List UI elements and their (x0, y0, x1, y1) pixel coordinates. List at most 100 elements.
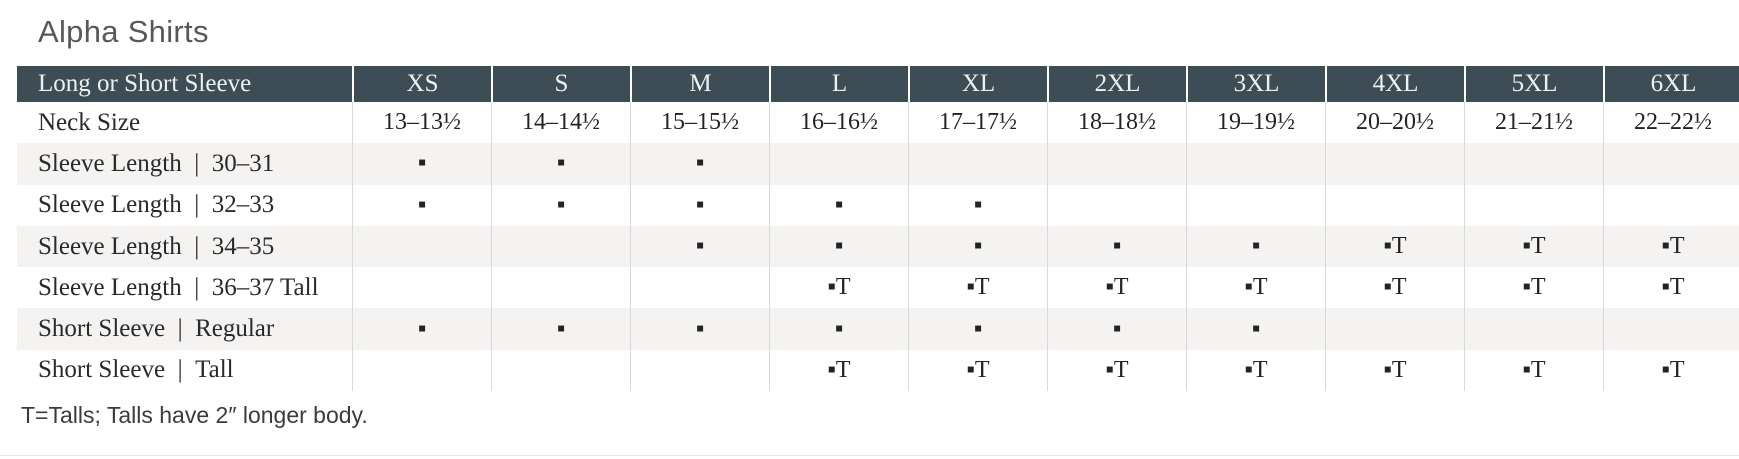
size-cell-empty (1603, 143, 1739, 185)
size-cell-marker: ▪T (908, 267, 1047, 309)
size-cell-marker: ▪ (1047, 225, 1186, 268)
size-cell-empty (1603, 184, 1739, 226)
header-cell-xl: XL (908, 66, 1047, 102)
size-cell-marker: ▪T (1186, 267, 1325, 309)
size-cell-empty (769, 143, 908, 185)
size-cell-empty (1464, 308, 1603, 350)
header-cell-m: M (630, 66, 769, 102)
header-cell-6xl: 6XL (1603, 66, 1739, 102)
size-cell-marker: 22–22½ (1603, 102, 1739, 144)
size-cell-marker: ▪ (491, 143, 630, 185)
size-cell-marker: 21–21½ (1464, 102, 1603, 144)
size-cell-empty (352, 349, 491, 392)
table-row: Sleeve Length | 34–35 ▪ ▪ ▪ ▪ ▪ ▪T ▪T ▪T (17, 225, 1739, 268)
size-cell-empty (1464, 184, 1603, 226)
size-cell-marker: ▪ (352, 143, 491, 185)
size-cell-empty (1325, 308, 1464, 350)
size-cell-marker: ▪T (1603, 349, 1739, 392)
header-cell-label: Long or Short Sleeve (38, 70, 252, 97)
size-cell-marker: ▪ (908, 308, 1047, 350)
size-cell-empty (1325, 143, 1464, 185)
size-cell-empty (1464, 143, 1603, 185)
size-cell-marker: 15–15½ (630, 102, 769, 144)
table-row: Short Sleeve | Tall ▪T ▪T ▪T ▪T ▪T ▪T ▪T (17, 349, 1739, 392)
size-cell-empty (1047, 143, 1186, 185)
table-body: Neck Size 13–13½ 14–14½ 15–15½ 16–16½ 17–17½ 1… (17, 102, 1739, 392)
size-cell-marker: ▪T (1325, 225, 1464, 268)
size-cell-marker: ▪ (630, 225, 769, 268)
size-cell-marker: ▪T (1603, 225, 1739, 268)
size-cell-marker: ▪T (1603, 267, 1739, 309)
size-cell-marker: ▪ (1186, 308, 1325, 350)
size-cell-marker: ▪ (908, 225, 1047, 268)
size-cell-marker: ▪T (1047, 349, 1186, 392)
size-cell-empty (491, 225, 630, 268)
header-cell-l: L (769, 66, 908, 102)
size-cell-marker: ▪T (908, 349, 1047, 392)
size-cell-empty (352, 267, 491, 309)
size-cell-marker: ▪T (769, 349, 908, 392)
table-row: Sleeve Length | 36–37 Tall ▪T ▪T ▪T ▪T ▪T ▪T ▪T (17, 267, 1739, 309)
table-row: Sleeve Length | 30–31 ▪ ▪ ▪ (17, 143, 1739, 185)
size-cell-empty (352, 225, 491, 268)
size-cell-marker: ▪ (1047, 308, 1186, 350)
size-cell-marker: ▪T (769, 267, 908, 309)
size-cell-marker: ▪ (769, 184, 908, 226)
size-cell-marker: 16–16½ (769, 102, 908, 144)
size-cell-marker: 20–20½ (1325, 102, 1464, 144)
size-cell-marker: 13–13½ (352, 102, 491, 144)
size-cell-marker: 14–14½ (491, 102, 630, 144)
size-cell-marker: ▪ (630, 143, 769, 185)
header-cell-5xl: 5XL (1464, 66, 1603, 102)
size-cell-marker: ▪T (1464, 267, 1603, 309)
table-row: Short Sleeve | Regular ▪ ▪ ▪ ▪ ▪ ▪ ▪ (17, 308, 1739, 350)
row-label: Sleeve Length | 34–35 (38, 232, 275, 260)
size-cell-empty (908, 143, 1047, 185)
size-cell-marker: ▪ (491, 184, 630, 226)
row-label: Sleeve Length | 32–33 (38, 191, 275, 219)
size-cell-marker: ▪T (1325, 349, 1464, 392)
size-cell-marker: ▪ (352, 184, 491, 226)
size-cell-marker: ▪ (908, 184, 1047, 226)
row-label: Short Sleeve | Regular (38, 315, 275, 343)
header-cell-3xl: 3XL (1186, 66, 1325, 102)
size-chart-table: Long or Short Sleeve XS S M L XL 2XL 3XL 4XL 5XL 6… (17, 66, 1739, 392)
size-cell-empty (1325, 184, 1464, 226)
size-cell-marker: ▪ (769, 308, 908, 350)
size-cell-empty (1186, 184, 1325, 226)
size-cell-marker: ▪T (1186, 349, 1325, 392)
page-title: Alpha Shirts (38, 14, 209, 49)
table-header-row: Long or Short Sleeve XS S M L XL 2XL 3XL 4XL 5XL 6… (17, 66, 1739, 102)
size-cell-empty (491, 267, 630, 309)
size-cell-marker: ▪T (1464, 349, 1603, 392)
size-cell-marker: ▪ (769, 225, 908, 268)
size-cell-empty (630, 267, 769, 309)
size-cell-marker: ▪T (1325, 267, 1464, 309)
table-row: Sleeve Length | 32–33 ▪ ▪ ▪ ▪ ▪ (17, 184, 1739, 226)
row-label: Neck Size (38, 108, 141, 136)
size-cell-marker: ▪T (1464, 225, 1603, 268)
table-footnote: T=Talls; Talls have 2″ longer body. (21, 402, 368, 428)
size-cell-empty (630, 349, 769, 392)
bottom-divider (0, 455, 1739, 456)
size-cell-marker: ▪T (1047, 267, 1186, 309)
table-row: Neck Size 13–13½ 14–14½ 15–15½ 16–16½ 17–17½ 1… (17, 102, 1739, 144)
header-cell-4xl: 4XL (1325, 66, 1464, 102)
size-cell-marker: ▪ (1186, 225, 1325, 268)
size-cell-marker: 19–19½ (1186, 102, 1325, 144)
size-cell-empty (491, 349, 630, 392)
size-cell-marker: ▪ (630, 184, 769, 226)
header-cell-s: S (491, 66, 630, 102)
size-cell-marker: ▪ (352, 308, 491, 350)
size-cell-marker: ▪ (491, 308, 630, 350)
header-cell-2xl: 2XL (1047, 66, 1186, 102)
size-cell-empty (1047, 184, 1186, 226)
size-cell-empty (1603, 308, 1739, 350)
size-cell-marker: ▪ (630, 308, 769, 350)
size-cell-empty (1186, 143, 1325, 185)
size-cell-marker: 17–17½ (908, 102, 1047, 144)
header-cell-xs: XS (352, 66, 491, 102)
row-label: Sleeve Length | 30–31 (38, 149, 275, 177)
row-label: Sleeve Length | 36–37 Tall (38, 273, 319, 301)
size-cell-marker: 18–18½ (1047, 102, 1186, 144)
